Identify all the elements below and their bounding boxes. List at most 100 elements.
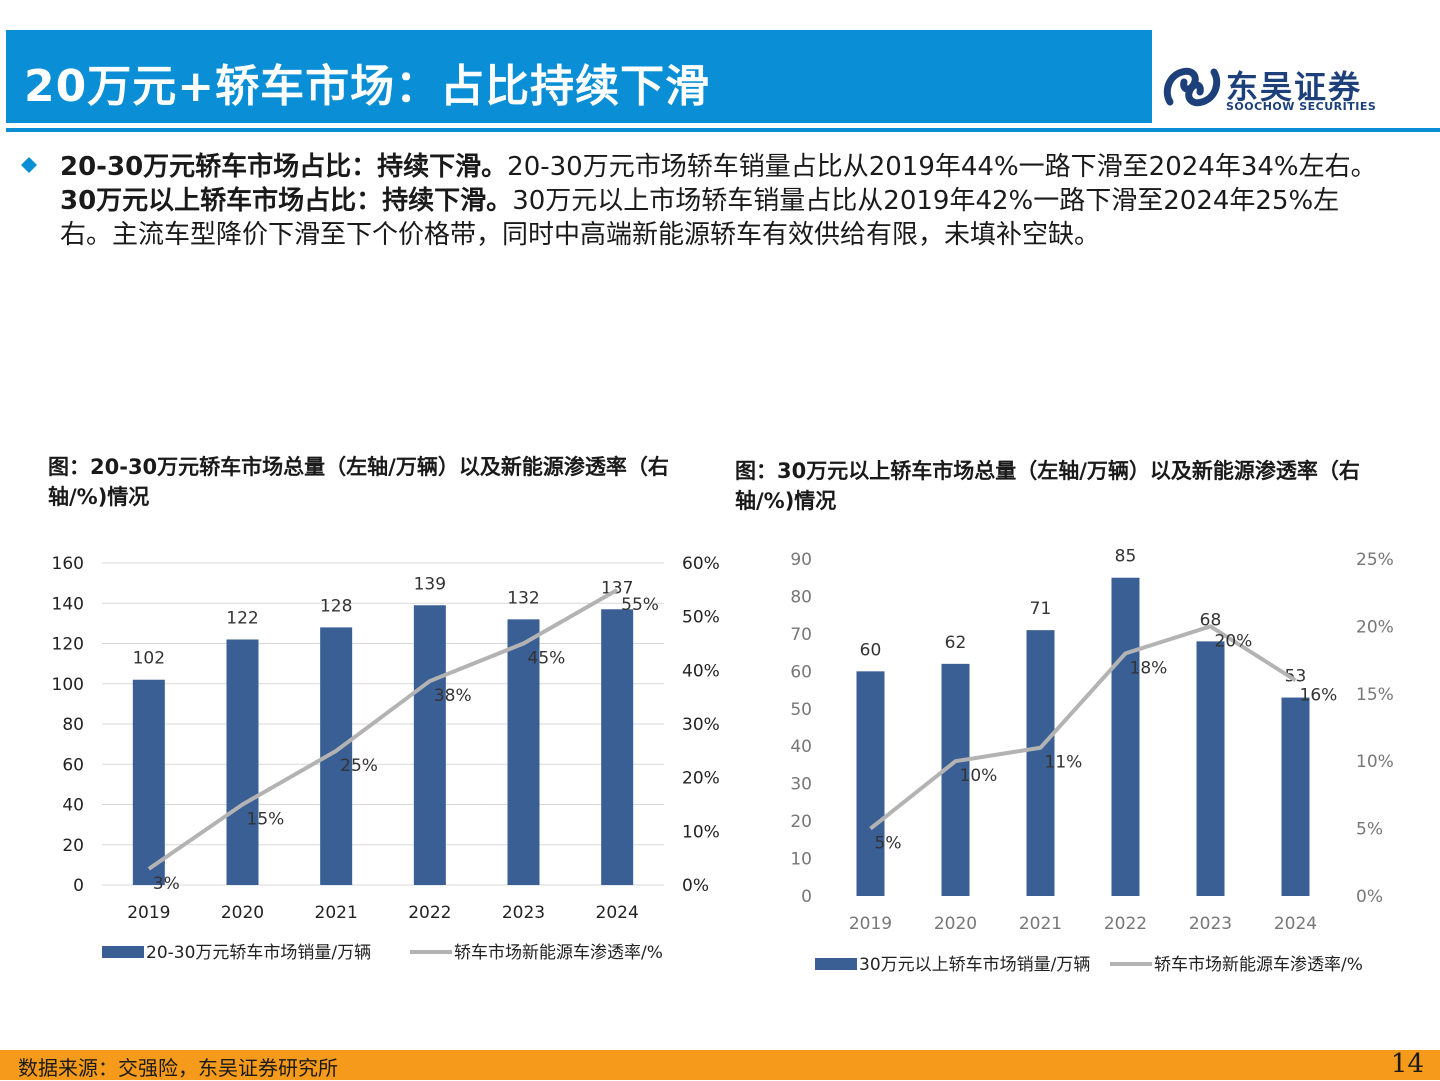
chart2-bar bbox=[1281, 697, 1310, 896]
chart2-right-tick: 0% bbox=[1356, 887, 1383, 907]
chart2-left-tick: 40 bbox=[790, 737, 812, 757]
chart2-svg: 0 10 20 30 40 50 60 70 80 90 0% 5% 10% 15% 20% 25% 60 201… bbox=[790, 547, 1394, 975]
summary-text-1: 20-30万元市场轿车销量占比从2019年44%一路下滑至2024年34%左右。 bbox=[507, 152, 1377, 182]
title-divider bbox=[6, 128, 1440, 132]
chart1-left-tick: 140 bbox=[52, 594, 84, 614]
chart2-left-tick: 50 bbox=[790, 700, 812, 720]
chart2-bar-label: 60 bbox=[860, 640, 882, 660]
chart2-legend-bar-label: 30万元以上轿车市场销量/万辆 bbox=[859, 955, 1090, 975]
chart2-category-label: 2021 bbox=[1019, 914, 1062, 934]
chart1-line-label: 15% bbox=[247, 810, 285, 830]
chart1-category-label: 2021 bbox=[315, 903, 358, 923]
chart2-title: 图：30万元以上轿车市场总量（左轴/万辆）以及新能源渗透率（右轴/%)情况 bbox=[735, 459, 1360, 513]
chart2-left-tick: 80 bbox=[790, 587, 812, 607]
chart1-line-label: 38% bbox=[434, 686, 472, 706]
chart1-category-label: 2019 bbox=[127, 903, 170, 923]
logo-english-text: SOOCHOW SECURITIES bbox=[1226, 100, 1377, 113]
chart2-bar bbox=[1026, 630, 1055, 896]
page-title: 20万元+轿车市场：占比持续下滑 bbox=[24, 61, 711, 112]
chart1-category-label: 2022 bbox=[408, 903, 451, 923]
chart1-bar-label: 128 bbox=[320, 596, 352, 616]
chart2-legend-bar-swatch bbox=[815, 958, 857, 970]
chart1-bar-label: 122 bbox=[226, 608, 258, 628]
page-number: 14 bbox=[1390, 1049, 1424, 1079]
chart2-bar-label: 62 bbox=[945, 633, 967, 653]
chart1-bar bbox=[507, 619, 540, 885]
chart1-bar-label: 102 bbox=[133, 649, 165, 669]
chart2-category-label: 2019 bbox=[849, 914, 892, 934]
diamond-bullet-icon bbox=[21, 157, 37, 173]
summary-paragraph: 20-30万元轿车市场占比：持续下滑。20-30万元市场轿车销量占比从2019年… bbox=[60, 150, 1380, 252]
chart1-bar bbox=[601, 609, 634, 885]
chart2-right-tick: 25% bbox=[1356, 550, 1394, 570]
chart1-svg: 0 20 40 60 80 100 120 140 160 0% 10% 20% 30% 40% 50% 60… bbox=[52, 554, 720, 963]
chart1-legend-bar-label: 20-30万元轿车市场销量/万辆 bbox=[146, 943, 371, 963]
summary-text-2: 30万元以上市场轿车销量占比从2019年42%一路下滑至2024年25%左右。主… bbox=[60, 186, 1340, 250]
chart1-line-label: 45% bbox=[528, 649, 566, 669]
chart2-left-tick: 20 bbox=[790, 812, 812, 832]
chart1-right-tick: 30% bbox=[682, 715, 720, 735]
chart2-penetration-line bbox=[869, 624, 1297, 831]
chart1-left-tick: 60 bbox=[62, 755, 84, 775]
chart2-bar bbox=[856, 671, 885, 896]
footer-bar: 数据来源：交强险，东吴证券研究所 14 bbox=[0, 1049, 1440, 1080]
chart2-left-tick: 90 bbox=[790, 550, 812, 570]
chart2-left-tick: 30 bbox=[790, 775, 812, 795]
chart2-right-tick: 15% bbox=[1356, 685, 1394, 705]
chart1-right-tick: 60% bbox=[682, 554, 720, 574]
chart2-category-label: 2022 bbox=[1104, 914, 1147, 934]
company-logo: 东吴证券 SOOCHOW SECURITIES bbox=[1160, 58, 1430, 118]
chart1-left-tick: 40 bbox=[62, 796, 84, 816]
chart1-bar bbox=[132, 679, 165, 885]
chart1-left-tick: 100 bbox=[52, 675, 84, 695]
chart1-bar-label: 132 bbox=[507, 588, 539, 608]
chart1-line-label: 3% bbox=[153, 874, 180, 894]
chart2-bar-label: 71 bbox=[1030, 599, 1052, 619]
chart2-right-tick: 10% bbox=[1356, 752, 1394, 772]
chart1-line-label: 55% bbox=[621, 595, 659, 615]
chart1-left-tick: 80 bbox=[62, 715, 84, 735]
chart2-left-tick: 10 bbox=[790, 850, 812, 870]
chart2-bar-label: 53 bbox=[1285, 667, 1307, 687]
chart2-bar bbox=[1196, 641, 1225, 896]
chart2-category-label: 2023 bbox=[1189, 914, 1232, 934]
chart1-left-tick: 20 bbox=[62, 836, 84, 856]
logo-chinese-text: 东吴证券 bbox=[1226, 68, 1363, 106]
title-bar: 20万元+轿车市场：占比持续下滑 bbox=[6, 30, 1152, 123]
chart1-legend-line-label: 轿车市场新能源车渗透率/% bbox=[454, 943, 663, 963]
chart1-right-tick: 10% bbox=[682, 822, 720, 842]
chart2-right-tick: 20% bbox=[1356, 617, 1394, 637]
chart2-left-tick: 60 bbox=[790, 662, 812, 682]
chart2-bar bbox=[941, 663, 970, 896]
chart2-bar bbox=[1111, 577, 1140, 896]
summary-heading-2: 30万元以上轿车市场占比：持续下滑。 bbox=[60, 186, 513, 216]
chart1-left-tick: 0 bbox=[73, 876, 84, 896]
summary-heading-1: 20-30万元轿车市场占比：持续下滑。 bbox=[60, 152, 508, 182]
chart1-right-tick: 40% bbox=[682, 661, 720, 681]
chart1-right-tick: 0% bbox=[682, 876, 709, 896]
chart2-left-tick: 70 bbox=[790, 625, 812, 645]
chart1-legend-bar-swatch bbox=[102, 946, 144, 958]
chart1-title: 图：20-30万元轿车市场总量（左轴/万辆）以及新能源渗透率（右轴/%)情况 bbox=[48, 455, 669, 509]
chart1-penetration-line bbox=[147, 588, 619, 871]
chart1-category-label: 2023 bbox=[502, 903, 545, 923]
chart2-line-label: 16% bbox=[1300, 685, 1338, 705]
chart1-bar-label: 139 bbox=[414, 574, 446, 594]
chart2-bar-label: 85 bbox=[1115, 547, 1137, 567]
chart1-line-label: 25% bbox=[340, 756, 378, 776]
chart1-bar bbox=[413, 605, 446, 885]
chart2-line-label: 11% bbox=[1045, 753, 1083, 773]
chart1-bar bbox=[226, 639, 259, 885]
chart2-line-label: 5% bbox=[875, 834, 902, 854]
chart1-category-label: 2020 bbox=[221, 903, 264, 923]
chart2-line-label: 18% bbox=[1130, 658, 1168, 678]
chart2-line-label: 10% bbox=[960, 766, 998, 786]
chart2-line-label: 20% bbox=[1215, 631, 1253, 651]
chart1-right-tick: 50% bbox=[682, 608, 720, 628]
chart2-category-label: 2020 bbox=[934, 914, 977, 934]
chart1-left-tick: 120 bbox=[52, 635, 84, 655]
soochow-logo-icon bbox=[1163, 67, 1221, 107]
data-source: 数据来源：交强险，东吴证券研究所 bbox=[18, 1056, 338, 1080]
chart2-right-tick: 5% bbox=[1356, 820, 1383, 840]
chart1-left-tick: 160 bbox=[52, 554, 84, 574]
